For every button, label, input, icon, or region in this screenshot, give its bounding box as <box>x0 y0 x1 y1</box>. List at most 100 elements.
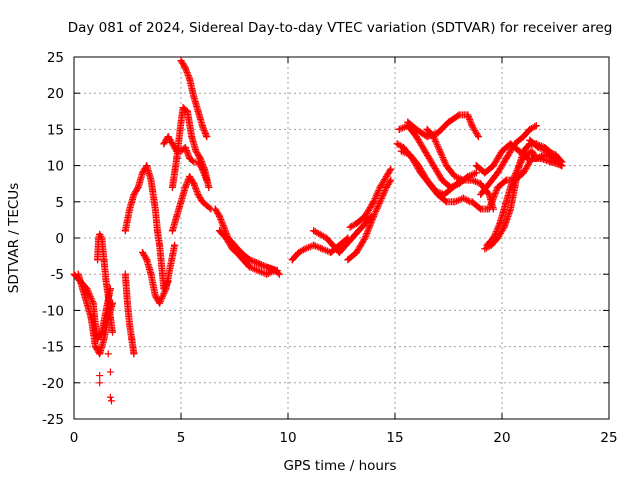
data-point <box>254 259 262 267</box>
data-point <box>468 198 476 206</box>
data-point <box>459 194 467 202</box>
data-point <box>509 176 517 184</box>
data-point <box>423 176 431 184</box>
data-point <box>477 191 485 199</box>
data-point <box>143 256 151 264</box>
data-point <box>348 234 356 242</box>
data-point <box>186 172 194 180</box>
data-point <box>485 205 493 213</box>
data-point <box>515 162 523 170</box>
data-point <box>496 220 504 228</box>
data-point <box>489 162 497 170</box>
data-point <box>423 125 431 133</box>
data-point <box>318 245 326 253</box>
data-point <box>483 241 491 249</box>
data-point <box>164 133 172 141</box>
data-point <box>477 180 485 188</box>
data-point <box>464 172 472 180</box>
data-point <box>196 154 204 162</box>
data-point <box>393 140 401 148</box>
data-point <box>310 241 318 249</box>
data-point <box>502 176 510 184</box>
data-point <box>415 162 423 170</box>
data-point <box>106 314 114 322</box>
data-point <box>472 169 480 177</box>
x-tick-label: 20 <box>493 430 510 446</box>
data-point <box>310 227 318 235</box>
data-point <box>382 183 390 191</box>
data-point <box>342 241 350 249</box>
data-point <box>147 176 155 184</box>
data-point <box>522 151 530 159</box>
data-point <box>181 64 189 72</box>
data-point <box>412 125 420 133</box>
data-point <box>188 133 196 141</box>
data-point <box>153 227 161 235</box>
x-tick-label: 5 <box>177 430 186 446</box>
data-point <box>485 180 493 188</box>
data-point <box>94 256 102 264</box>
data-point <box>203 133 211 141</box>
data-point <box>177 198 185 206</box>
data-point <box>449 183 457 191</box>
y-tick-label: -15 <box>42 340 64 356</box>
data-point <box>192 147 200 155</box>
data-point <box>395 125 403 133</box>
data-point <box>519 147 527 155</box>
data-point <box>468 122 476 130</box>
data-point <box>335 241 343 249</box>
data-point <box>173 212 181 220</box>
data-point <box>130 350 138 358</box>
data-point <box>502 198 510 206</box>
series-sat-track-aa <box>477 122 540 199</box>
outlier-points <box>96 350 115 405</box>
series-sat-track-o <box>310 212 375 256</box>
data-point <box>168 227 176 235</box>
y-tick-label: -10 <box>42 303 64 319</box>
data-point <box>147 270 155 278</box>
data-point <box>370 198 378 206</box>
data-point <box>222 234 230 242</box>
x-tick-label: 10 <box>279 430 296 446</box>
data-point <box>526 136 534 144</box>
data-point <box>96 230 104 238</box>
data-point <box>370 212 378 220</box>
x-tick-label: 15 <box>386 430 403 446</box>
data-point <box>100 256 108 264</box>
data-point <box>502 154 510 162</box>
data-point <box>430 162 438 170</box>
data-point <box>168 183 176 191</box>
data-point <box>138 169 146 177</box>
data-point <box>126 205 134 213</box>
data-point <box>216 212 224 220</box>
data-point <box>162 285 170 293</box>
data-point <box>477 205 485 213</box>
data-point <box>445 118 452 126</box>
data-point <box>134 183 142 191</box>
y-tick-label: -5 <box>51 267 64 283</box>
data-point <box>106 368 114 376</box>
data-point <box>376 198 384 206</box>
data-point <box>181 144 189 151</box>
data-point <box>130 191 138 199</box>
data-point <box>432 187 440 195</box>
data-point <box>124 299 131 307</box>
data-point <box>323 234 331 242</box>
data-point <box>121 270 129 278</box>
series-sat-track-j <box>177 57 211 141</box>
data-point <box>194 107 202 115</box>
data-point <box>423 133 431 141</box>
data-point <box>81 292 89 300</box>
data-point <box>352 248 360 256</box>
y-tick-label: -25 <box>42 412 64 428</box>
data-point <box>494 169 502 177</box>
x-axis-label: GPS time / hours <box>283 458 396 474</box>
data-point <box>220 223 228 231</box>
y-axis-label: SDTVAR / TECUs <box>6 183 22 293</box>
data-point <box>91 343 99 351</box>
data-point <box>171 241 179 249</box>
data-point <box>138 248 146 256</box>
data-point <box>434 129 442 137</box>
data-point <box>177 57 185 65</box>
